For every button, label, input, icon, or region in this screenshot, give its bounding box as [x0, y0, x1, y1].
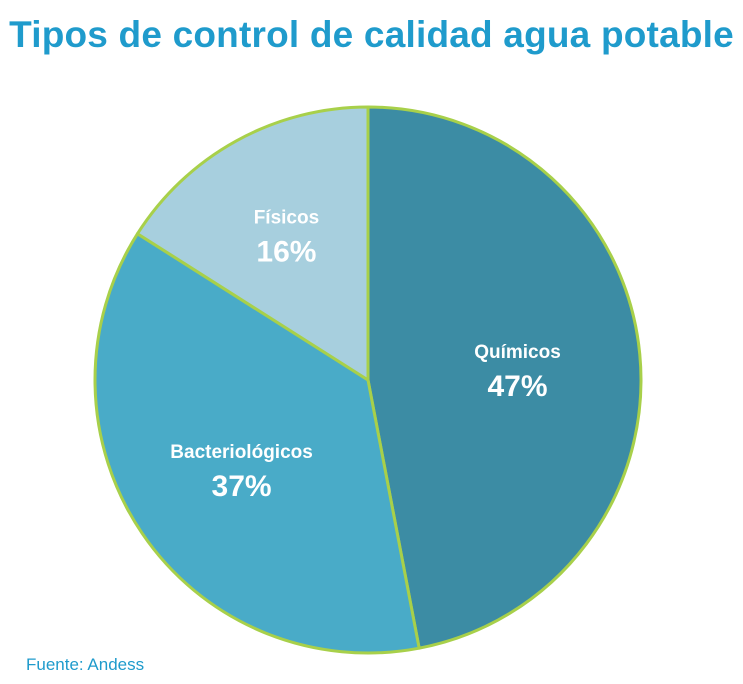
slice-value-quimicos: 47% [487, 370, 547, 403]
slice-label-bacteriologicos: Bacteriológicos [170, 442, 313, 463]
slice-label-quimicos: Químicos [474, 342, 561, 363]
slice-label-fisicos: Físicos [254, 208, 319, 229]
source-note: Fuente: Andess [26, 655, 145, 674]
chart-title: Tipos de control de calidad agua potable [9, 14, 734, 55]
pie-slice-quimicos [366, 105, 643, 650]
pie-slice-fisicos [135, 105, 370, 382]
slice-value-bacteriologicos: 37% [212, 470, 272, 503]
slice-value-fisicos: 16% [256, 236, 316, 269]
pie-slice-bacteriologicos [93, 232, 421, 655]
